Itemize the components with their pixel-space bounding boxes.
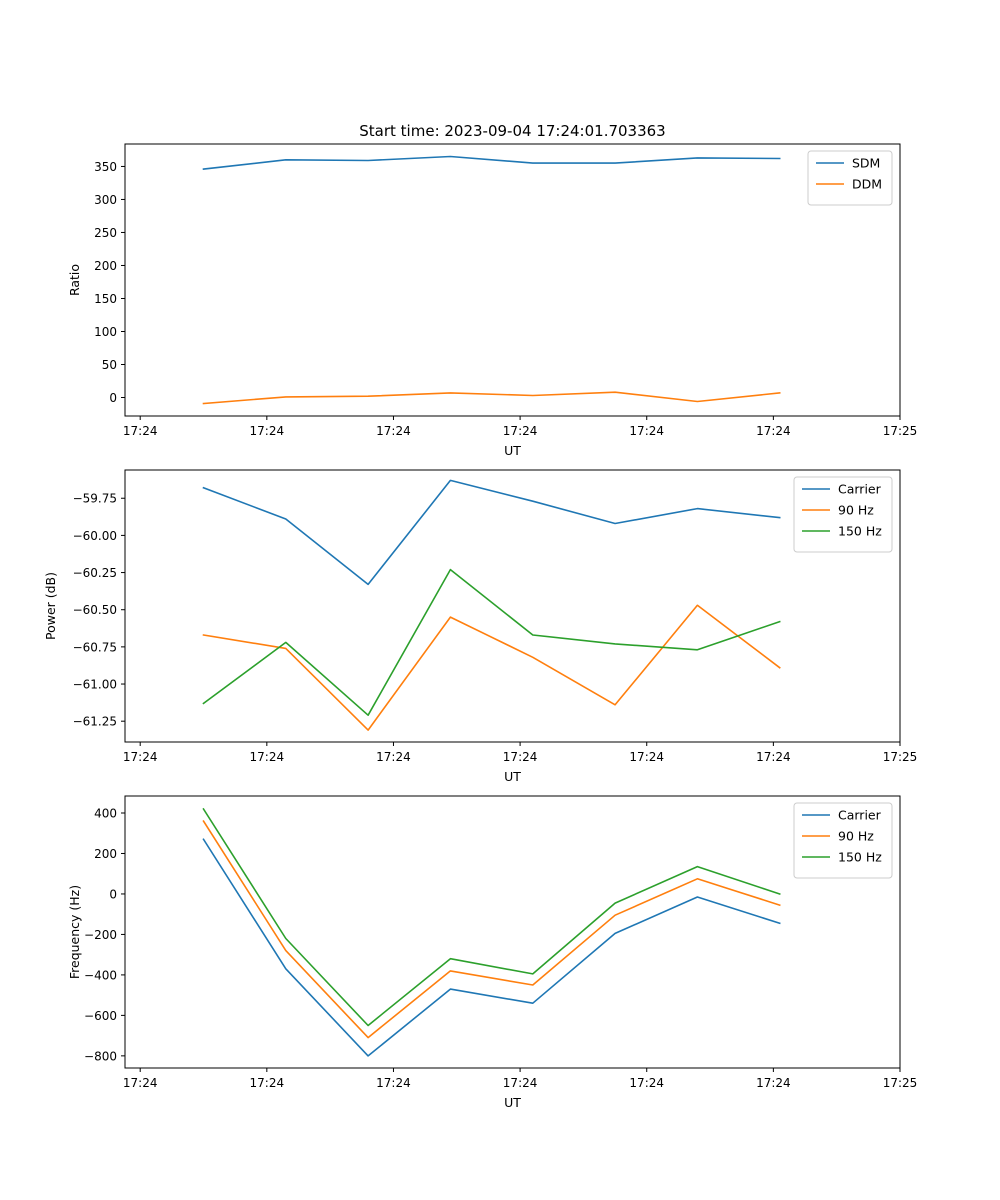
y-tick-label: 50 bbox=[102, 358, 117, 372]
x-tick-label: 17:25 bbox=[883, 424, 918, 438]
y-tick-label: 100 bbox=[94, 325, 117, 339]
legend: Carrier 90 Hz 150 Hz bbox=[793, 476, 893, 553]
x-tick-label: 17:24 bbox=[503, 750, 538, 764]
figure-title: Start time: 2023-09-04 17:24:01.703363 bbox=[359, 122, 665, 140]
y-tick-label: 300 bbox=[94, 193, 117, 207]
y-tick-label: 400 bbox=[94, 807, 117, 821]
x-tick-label: 17:24 bbox=[756, 750, 791, 764]
axes-frame bbox=[124, 469, 901, 743]
y-tick-label: 350 bbox=[94, 160, 117, 174]
x-tick-label: 17:24 bbox=[629, 424, 664, 438]
series-line-90-hz bbox=[202, 819, 781, 1039]
series-line-150-hz bbox=[202, 807, 781, 1027]
x-tick-label: 17:24 bbox=[250, 1076, 285, 1090]
y-tick-label: 150 bbox=[94, 292, 117, 306]
axes-frame bbox=[124, 795, 901, 1069]
x-tick-label: 17:24 bbox=[503, 1076, 538, 1090]
y-axis-label: Ratio bbox=[67, 264, 82, 296]
legend: SDM DDM bbox=[807, 150, 893, 206]
series-line-carrier bbox=[202, 479, 781, 586]
y-tick-label: −600 bbox=[84, 1009, 117, 1023]
legend-box bbox=[807, 150, 893, 206]
x-axis-label: UT bbox=[504, 1095, 521, 1110]
x-tick-label: 17:24 bbox=[376, 750, 411, 764]
y-tick-label: −59.75 bbox=[73, 492, 117, 506]
x-tick-label: 17:24 bbox=[629, 1076, 664, 1090]
y-tick-label: −60.00 bbox=[73, 529, 117, 543]
y-tick-label: −800 bbox=[84, 1049, 117, 1063]
panels: 17:24 17:24 17:24 17:24 17:24 17:24 17:25 0 50 10… bbox=[43, 143, 918, 1110]
y-tick-label: 200 bbox=[94, 259, 117, 273]
legend-entry: DDM bbox=[852, 177, 882, 192]
series-line-90-hz bbox=[202, 604, 781, 731]
y-tick-label: 0 bbox=[109, 887, 117, 901]
series-line-ddm bbox=[202, 391, 781, 405]
x-tick-label: 17:24 bbox=[123, 750, 158, 764]
series-line-150-hz bbox=[202, 568, 781, 717]
legend-box bbox=[793, 476, 893, 553]
y-tick-label: −200 bbox=[84, 928, 117, 942]
legend-entry: 150 Hz bbox=[838, 850, 882, 865]
x-tick-label: 17:25 bbox=[883, 1076, 918, 1090]
y-tick-label: 0 bbox=[109, 391, 117, 405]
x-tick-label: 17:24 bbox=[376, 1076, 411, 1090]
legend: Carrier 90 Hz 150 Hz bbox=[793, 802, 893, 879]
legend-entry: Carrier bbox=[838, 808, 882, 823]
panel-2: 17:24 17:24 17:24 17:24 17:24 17:24 17:25 −61.2… bbox=[43, 469, 918, 784]
x-tick-label: 17:25 bbox=[883, 750, 918, 764]
legend-entry: 90 Hz bbox=[838, 829, 874, 844]
y-tick-label: 250 bbox=[94, 226, 117, 240]
y-tick-label: −400 bbox=[84, 968, 117, 982]
x-tick-label: 17:24 bbox=[376, 424, 411, 438]
x-tick-label: 17:24 bbox=[503, 424, 538, 438]
x-tick-label: 17:24 bbox=[756, 424, 791, 438]
y-axis-label: Frequency (Hz) bbox=[67, 885, 82, 979]
x-tick-label: 17:24 bbox=[250, 424, 285, 438]
legend-entry: 90 Hz bbox=[838, 503, 874, 518]
x-axis-label: UT bbox=[504, 769, 521, 784]
legend-entry: 150 Hz bbox=[838, 524, 882, 539]
series-line-carrier bbox=[202, 838, 781, 1057]
series-line-sdm bbox=[202, 155, 781, 170]
panel-3: 17:24 17:24 17:24 17:24 17:24 17:24 17:25 −800 −… bbox=[67, 795, 918, 1110]
legend-entry: SDM bbox=[852, 156, 880, 171]
x-tick-label: 17:24 bbox=[123, 1076, 158, 1090]
y-axis-label: Power (dB) bbox=[43, 572, 58, 640]
y-tick-label: −60.75 bbox=[73, 640, 117, 654]
x-tick-label: 17:24 bbox=[250, 750, 285, 764]
panel-1: 17:24 17:24 17:24 17:24 17:24 17:24 17:25 0 50 10… bbox=[67, 143, 918, 458]
x-tick-label: 17:24 bbox=[629, 750, 664, 764]
y-tick-label: −60.50 bbox=[73, 603, 117, 617]
x-tick-label: 17:24 bbox=[756, 1076, 791, 1090]
y-tick-label: −60.25 bbox=[73, 566, 117, 580]
y-tick-label: −61.00 bbox=[73, 678, 117, 692]
y-tick-label: 200 bbox=[94, 847, 117, 861]
axes-frame bbox=[124, 143, 901, 417]
legend-entry: Carrier bbox=[838, 482, 882, 497]
legend-box bbox=[793, 802, 893, 879]
x-axis-label: UT bbox=[504, 443, 521, 458]
y-tick-label: −61.25 bbox=[73, 715, 117, 729]
x-tick-label: 17:24 bbox=[123, 424, 158, 438]
